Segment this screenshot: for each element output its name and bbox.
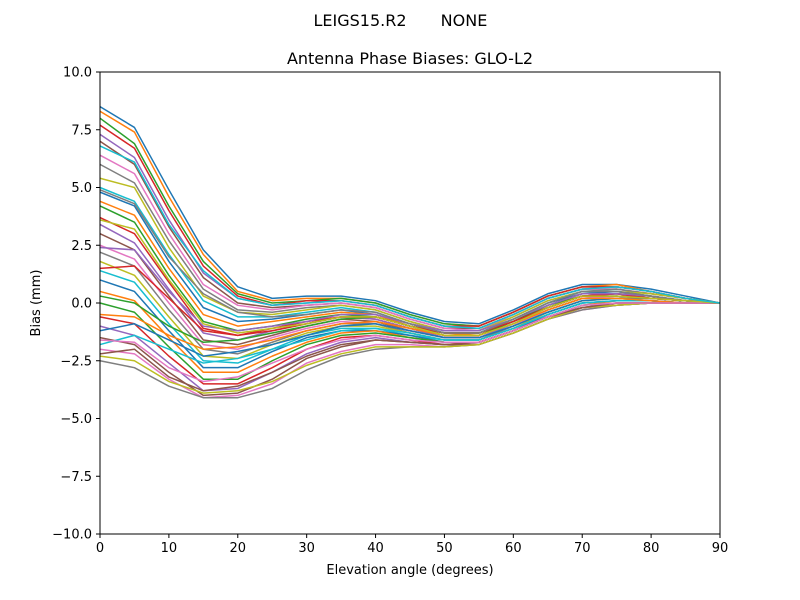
x-tick-label: 60 (505, 541, 522, 556)
series-line-36 (99, 302, 720, 383)
x-tick-label: 0 (96, 541, 104, 556)
y-tick-label: −10.0 (52, 528, 92, 543)
series-line-31 (99, 297, 720, 350)
series-line-29 (99, 299, 720, 364)
series-line-34 (99, 246, 721, 332)
y-tick-label: 7.5 (71, 123, 92, 138)
x-tick-label: 80 (643, 541, 660, 556)
x-axis-label: Elevation angle (degrees) (326, 563, 493, 578)
chart-title: Antenna Phase Biases: GLO-L2 (287, 49, 533, 68)
series-line-28 (99, 302, 720, 394)
series-line-3 (99, 124, 721, 327)
y-tick-label: −5.0 (60, 412, 92, 427)
y-tick-label: −2.5 (60, 354, 92, 369)
x-tick-label: 40 (367, 541, 384, 556)
y-axis-label: Bias (mm) (29, 270, 44, 337)
series-line-37 (99, 189, 721, 334)
figure-suptitle-right: NONE (441, 11, 488, 30)
x-tick-label: 50 (436, 541, 453, 556)
x-tick-label: 70 (574, 541, 591, 556)
x-tick-label: 30 (298, 541, 315, 556)
y-tick-label: 10.0 (63, 66, 92, 81)
y-tick-label: 0.0 (71, 297, 92, 312)
series-line-7 (99, 163, 721, 332)
plot-frame (99, 71, 721, 535)
series-line-38 (99, 219, 721, 337)
x-tick-label: 90 (712, 541, 729, 556)
series-layer (99, 106, 721, 399)
y-tick-label: −7.5 (60, 470, 92, 485)
series-line-39 (99, 145, 721, 330)
series-line-13 (99, 216, 721, 337)
figure-suptitle-left: LEIGS15.R2 (313, 11, 406, 30)
y-tick-label: 5.0 (71, 181, 92, 196)
tick-layer: 0 10 20 30 40 50 60 70 80 90 10.0 7.5 5.0 2.5 0.0 −2.5 −… (52, 66, 728, 557)
x-tick-label: 10 (161, 541, 178, 556)
x-tick-label: 20 (230, 541, 247, 556)
y-tick-label: 2.5 (71, 239, 92, 254)
